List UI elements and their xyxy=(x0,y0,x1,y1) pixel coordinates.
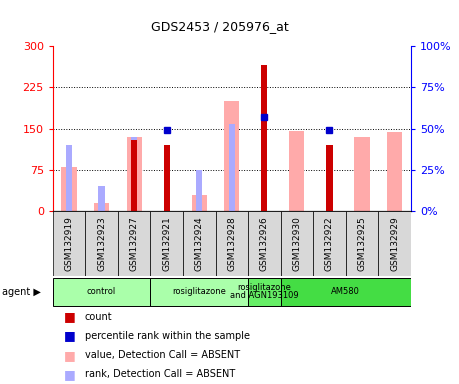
Text: control: control xyxy=(87,287,116,296)
Bar xyxy=(280,211,313,276)
Bar xyxy=(163,145,170,211)
Bar xyxy=(131,140,137,211)
Bar xyxy=(118,211,151,276)
Bar xyxy=(151,211,183,276)
Bar xyxy=(326,145,333,211)
Bar xyxy=(280,278,411,306)
Bar xyxy=(378,211,411,276)
Text: GSM132926: GSM132926 xyxy=(260,217,269,271)
Bar xyxy=(94,203,109,211)
Bar xyxy=(229,124,235,211)
Text: ■: ■ xyxy=(64,368,76,381)
Text: GSM132930: GSM132930 xyxy=(292,217,302,271)
Text: agent ▶: agent ▶ xyxy=(2,287,41,297)
Text: value, Detection Call = ABSENT: value, Detection Call = ABSENT xyxy=(85,350,240,360)
Bar xyxy=(346,211,378,276)
Text: GSM132925: GSM132925 xyxy=(358,217,366,271)
Text: GSM132927: GSM132927 xyxy=(129,217,139,271)
Text: GSM132924: GSM132924 xyxy=(195,217,204,271)
Bar xyxy=(313,211,346,276)
Bar xyxy=(224,101,240,211)
Text: GSM132919: GSM132919 xyxy=(65,217,73,271)
Bar xyxy=(261,65,268,211)
Bar xyxy=(66,145,72,211)
Bar xyxy=(131,137,137,211)
Text: ■: ■ xyxy=(64,329,76,343)
Text: GSM132922: GSM132922 xyxy=(325,217,334,271)
Bar xyxy=(62,167,77,211)
Text: ■: ■ xyxy=(64,310,76,323)
Bar xyxy=(127,137,142,211)
Bar xyxy=(183,211,216,276)
Bar xyxy=(387,132,402,211)
Text: GSM132929: GSM132929 xyxy=(390,217,399,271)
Text: rank, Detection Call = ABSENT: rank, Detection Call = ABSENT xyxy=(85,369,235,379)
Bar xyxy=(53,211,85,276)
Bar xyxy=(85,211,118,276)
Bar xyxy=(196,170,202,211)
Text: GSM132923: GSM132923 xyxy=(97,217,106,271)
Bar xyxy=(99,187,105,211)
Bar xyxy=(354,137,369,211)
Bar xyxy=(248,211,280,276)
Bar xyxy=(289,131,304,211)
Bar xyxy=(53,278,151,306)
Bar xyxy=(192,195,207,211)
Bar xyxy=(151,278,248,306)
Text: GSM132921: GSM132921 xyxy=(162,217,171,271)
Bar xyxy=(216,211,248,276)
Text: AM580: AM580 xyxy=(331,287,360,296)
Text: rosiglitazone
and AGN193109: rosiglitazone and AGN193109 xyxy=(230,283,299,301)
Text: count: count xyxy=(85,312,112,322)
Text: GDS2453 / 205976_at: GDS2453 / 205976_at xyxy=(151,20,289,33)
Bar xyxy=(248,278,280,306)
Text: percentile rank within the sample: percentile rank within the sample xyxy=(85,331,250,341)
Text: ■: ■ xyxy=(64,349,76,362)
Text: rosiglitazone: rosiglitazone xyxy=(172,287,226,296)
Text: GSM132928: GSM132928 xyxy=(227,217,236,271)
